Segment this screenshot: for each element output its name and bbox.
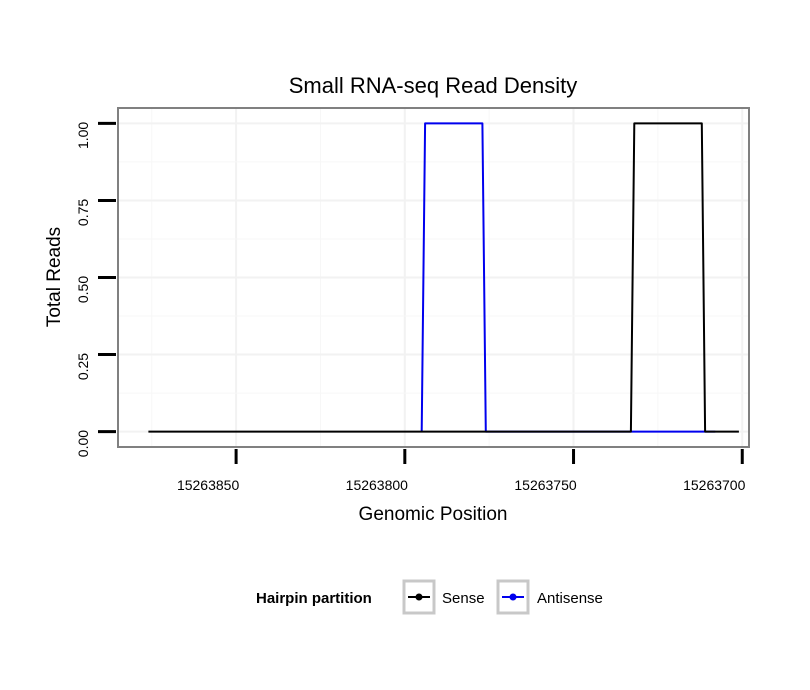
x-tick-label: 15263800 bbox=[346, 477, 409, 493]
x-tick-label: 15263700 bbox=[683, 477, 746, 493]
legend-title: Hairpin partition bbox=[256, 590, 372, 607]
x-tick-label: 15263750 bbox=[514, 477, 577, 493]
x-tick-label: 15263850 bbox=[177, 477, 240, 493]
legend-point-antisense bbox=[509, 593, 517, 601]
plot-panel-border bbox=[117, 107, 750, 448]
legend: Hairpin partition Sense Antisense bbox=[256, 579, 603, 615]
y-tick-label: 0.50 bbox=[75, 276, 91, 303]
legend-point-sense bbox=[415, 593, 423, 601]
legend-label-antisense: Antisense bbox=[537, 590, 603, 607]
y-axis: 0.00 0.25 0.50 0.75 1.00 bbox=[75, 122, 116, 457]
y-tick-label: 0.75 bbox=[75, 199, 91, 226]
y-tick-label: 0.00 bbox=[75, 430, 91, 457]
y-tick-label: 0.25 bbox=[75, 353, 91, 380]
series-lines bbox=[148, 122, 739, 433]
grid bbox=[118, 108, 749, 447]
series-line-sense bbox=[148, 122, 739, 433]
legend-label-sense: Sense bbox=[442, 590, 485, 607]
x-axis-title: Genomic Position bbox=[359, 504, 508, 525]
y-tick-label: 1.00 bbox=[75, 122, 91, 149]
y-axis-title: Total Reads bbox=[44, 227, 65, 327]
chart-title: Small RNA-seq Read Density bbox=[289, 73, 578, 98]
x-axis: 15263850 15263800 15263750 15263700 bbox=[177, 449, 746, 493]
series-line-antisense bbox=[420, 122, 716, 433]
